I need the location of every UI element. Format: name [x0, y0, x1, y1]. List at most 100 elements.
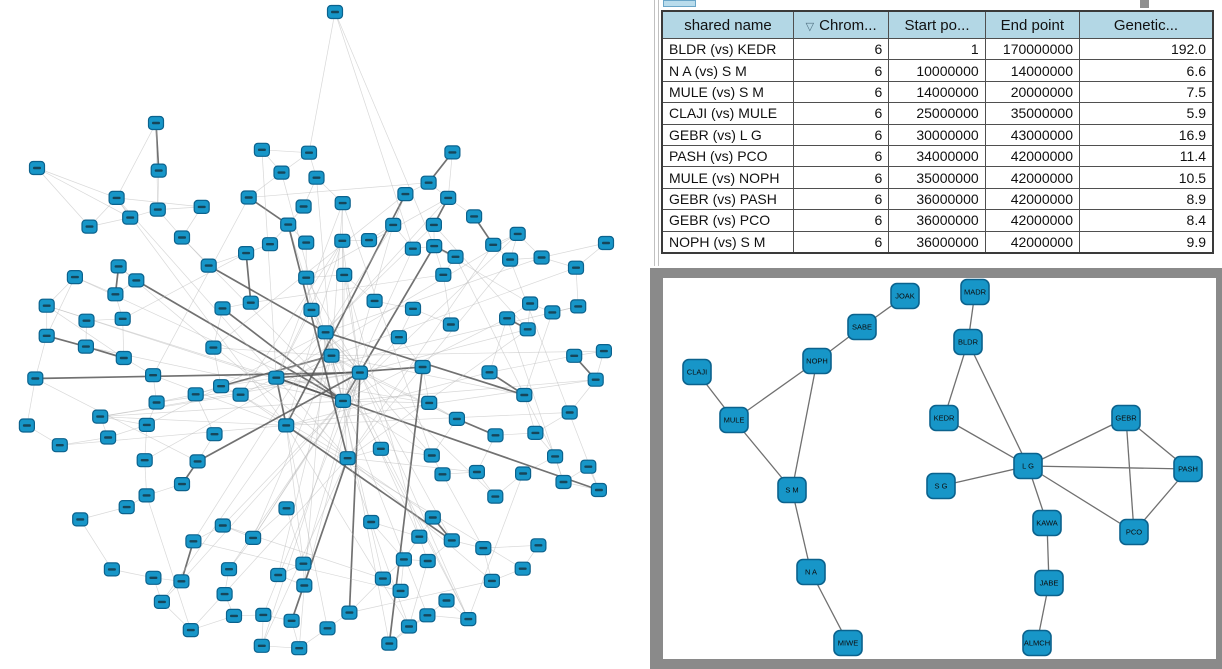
detail-edge-LG-GEBR[interactable]	[1027, 417, 1127, 467]
cell-end-point[interactable]: 35000000	[984, 102, 1080, 125]
table-row[interactable]: GEBR (vs) PASH 6 36000000 42000000 8.9	[661, 187, 1214, 211]
detail-edge-BLDR-LG[interactable]	[967, 341, 1029, 467]
cell-genetic-distance[interactable]: 9.9	[1078, 230, 1214, 254]
cell-chromosome[interactable]: 6	[792, 102, 890, 125]
cell-shared-name[interactable]: CLAJI (vs) MULE	[661, 102, 794, 125]
cell-end-point[interactable]: 170000000	[984, 37, 1080, 61]
cell-shared-name[interactable]: BLDR (vs) KEDR	[661, 37, 794, 61]
cell-chromosome[interactable]: 6	[792, 230, 890, 254]
cell-genetic-distance[interactable]: 192.0	[1078, 37, 1214, 61]
cell-start-position[interactable]: 34000000	[888, 144, 986, 168]
node-KEDR[interactable]: KEDR	[929, 404, 959, 432]
column-header-shared-name[interactable]: shared name	[661, 10, 794, 39]
cell-start-position[interactable]: 10000000	[888, 59, 986, 82]
overview-network-canvas[interactable]	[0, 0, 650, 669]
table-row[interactable]: N A (vs) S M 6 10000000 14000000 6.6	[661, 59, 1214, 82]
column-header-start-position[interactable]: Start po...	[888, 10, 986, 39]
node-JOAK[interactable]: JOAK	[890, 282, 920, 310]
cell-shared-name[interactable]: MULE (vs) S M	[661, 80, 794, 104]
node-BLDR[interactable]: BLDR	[953, 328, 983, 356]
cell-shared-name[interactable]: MULE (vs) NOPH	[661, 166, 794, 189]
table-row[interactable]: PASH (vs) PCO 6 34000000 42000000 11.4	[661, 144, 1214, 168]
cell-start-position[interactable]: 36000000	[888, 187, 986, 211]
cell-start-position[interactable]: 36000000	[888, 230, 986, 254]
node-KAWA[interactable]: KAWA	[1032, 509, 1062, 537]
cell-genetic-distance[interactable]: 6.6	[1078, 59, 1214, 82]
node-SG[interactable]: S G	[926, 472, 956, 500]
detail-edge-NOPH-SM[interactable]	[791, 360, 818, 491]
table-row[interactable]: GEBR (vs) PCO 6 36000000 42000000 8.4	[661, 209, 1214, 232]
cell-start-position[interactable]: 36000000	[888, 209, 986, 232]
detail-edge-GEBR-PCO[interactable]	[1125, 417, 1135, 533]
cell-genetic-distance[interactable]: 8.9	[1078, 187, 1214, 211]
node-NOPH[interactable]: NOPH	[802, 347, 832, 375]
node-GEBR[interactable]: GEBR	[1111, 404, 1141, 432]
cell-chromosome[interactable]: 6	[792, 59, 890, 82]
cell-shared-name[interactable]: GEBR (vs) PCO	[661, 209, 794, 232]
cell-genetic-distance[interactable]: 7.5	[1078, 80, 1214, 104]
node-PASH[interactable]: PASH	[1173, 455, 1203, 483]
cell-end-point[interactable]: 42000000	[984, 166, 1080, 189]
cell-chromosome[interactable]: 6	[792, 144, 890, 168]
cell-start-position[interactable]: 14000000	[888, 80, 986, 104]
node-MIWE[interactable]: MIWE	[833, 629, 863, 657]
scrollbar-fragment[interactable]	[1140, 0, 1149, 8]
table-tab-fragment[interactable]	[663, 0, 696, 7]
node-JABE[interactable]: JABE	[1034, 569, 1064, 597]
overview-edge	[276, 377, 430, 404]
cell-chromosome[interactable]: 6	[792, 187, 890, 211]
column-header-end-point[interactable]: End point	[984, 10, 1080, 39]
node-MULE[interactable]: MULE	[719, 406, 749, 434]
cell-end-point[interactable]: 43000000	[984, 123, 1080, 146]
cell-shared-name[interactable]: GEBR (vs) PASH	[661, 187, 794, 211]
cell-end-point[interactable]: 20000000	[984, 80, 1080, 104]
node-NA[interactable]: N A	[796, 558, 826, 586]
cell-genetic-distance[interactable]: 8.4	[1078, 209, 1214, 232]
cell-genetic-distance[interactable]: 11.4	[1078, 144, 1214, 168]
cell-end-point[interactable]: 42000000	[984, 209, 1080, 232]
cell-chromosome[interactable]: 6	[792, 123, 890, 146]
cell-end-point[interactable]: 42000000	[984, 230, 1080, 254]
table-row[interactable]: GEBR (vs) L G 6 30000000 43000000 16.9	[661, 123, 1214, 146]
cell-shared-name[interactable]: PASH (vs) PCO	[661, 144, 794, 168]
cell-start-position[interactable]: 1	[888, 37, 986, 61]
detail-edge-LG-PCO[interactable]	[1027, 465, 1135, 533]
table-row[interactable]: NOPH (vs) S M 6 36000000 42000000 9.9	[661, 230, 1214, 254]
cell-start-position[interactable]: 25000000	[888, 102, 986, 125]
cell-chromosome[interactable]: 6	[792, 209, 890, 232]
cell-chromosome[interactable]: 6	[792, 80, 890, 104]
cell-shared-name[interactable]: NOPH (vs) S M	[661, 230, 794, 254]
cell-start-position[interactable]: 30000000	[888, 123, 986, 146]
cell-chromosome[interactable]: 6	[792, 37, 890, 61]
table-row[interactable]: CLAJI (vs) MULE 6 25000000 35000000 5.9	[661, 102, 1214, 125]
overview-edge	[79, 519, 113, 570]
cell-chromosome[interactable]: 6	[792, 166, 890, 189]
detail-network-canvas[interactable]: JOAK SABE NOPH CLAJI MULE S M N A MIWE MADR BLDR K…	[663, 278, 1216, 659]
node-label-smudge	[376, 447, 385, 450]
detail-edge-SM-NA[interactable]	[791, 489, 812, 573]
cell-end-point[interactable]: 42000000	[984, 144, 1080, 168]
cell-end-point[interactable]: 42000000	[984, 187, 1080, 211]
node-CLAJI[interactable]: CLAJI	[682, 358, 712, 386]
cell-end-point[interactable]: 14000000	[984, 59, 1080, 82]
node-PCO[interactable]: PCO	[1119, 518, 1149, 546]
detail-edge-LG-PASH[interactable]	[1027, 465, 1189, 470]
node-LG[interactable]: L G	[1013, 452, 1043, 480]
cell-start-position[interactable]: 35000000	[888, 166, 986, 189]
cell-genetic-distance[interactable]: 16.9	[1078, 123, 1214, 146]
cell-genetic-distance[interactable]: 5.9	[1078, 102, 1214, 125]
column-header-genetic-distance[interactable]: Genetic...	[1078, 10, 1214, 39]
table-row[interactable]: MULE (vs) NOPH 6 35000000 42000000 10.5	[661, 166, 1214, 189]
cell-shared-name[interactable]: N A (vs) S M	[661, 59, 794, 82]
filter-icon[interactable]: ▽	[805, 20, 815, 33]
node-MADR[interactable]: MADR	[960, 278, 990, 306]
node-ALMCH[interactable]: ALMCH	[1022, 629, 1052, 657]
cell-genetic-distance[interactable]: 10.5	[1078, 166, 1214, 189]
node-SM[interactable]: S M	[777, 476, 807, 504]
table-row[interactable]: MULE (vs) S M 6 14000000 20000000 7.5	[661, 80, 1214, 104]
node-shape	[847, 313, 877, 341]
cell-shared-name[interactable]: GEBR (vs) L G	[661, 123, 794, 146]
node-SABE[interactable]: SABE	[847, 313, 877, 341]
table-row[interactable]: BLDR (vs) KEDR 6 1 170000000 192.0	[661, 37, 1214, 61]
column-header-chromosome[interactable]: ▽ Chrom...	[792, 10, 890, 39]
